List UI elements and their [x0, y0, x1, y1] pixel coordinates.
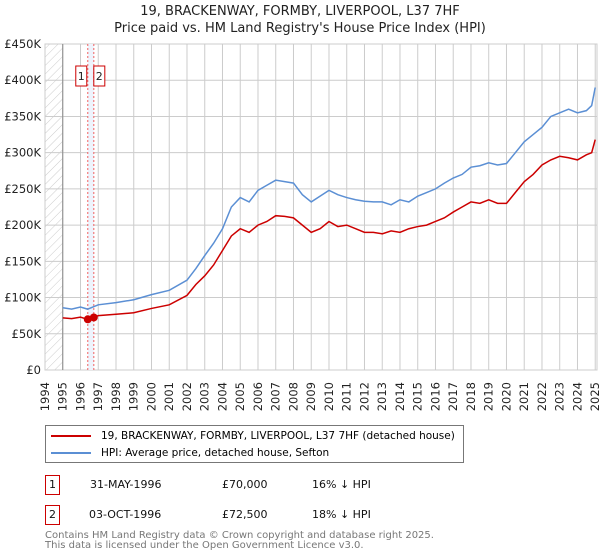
y-tick-label: £100K	[4, 291, 41, 305]
x-tick-label: 2017	[446, 382, 460, 411]
x-tick-label: 2007	[269, 382, 283, 411]
legend: 19, BRACKENWAY, FORMBY, LIVERPOOL, L37 7…	[45, 425, 464, 463]
x-tick-label: 2003	[198, 382, 212, 411]
x-tick-label: 2013	[375, 382, 389, 411]
transaction-date: 03-OCT-1996	[89, 508, 162, 521]
transaction-price: £70,000	[222, 478, 268, 491]
x-tick-label: 2010	[322, 382, 336, 411]
sale-band	[87, 44, 94, 370]
x-tick-label: 2008	[286, 382, 300, 411]
x-tick-label: 2012	[357, 382, 371, 411]
x-tick-label: 1998	[109, 382, 123, 411]
y-tick-label: £250K	[4, 182, 41, 196]
transaction-hpi: 18% ↓ HPI	[312, 508, 371, 521]
y-tick-label: £0	[26, 363, 41, 377]
x-tick-label: 2018	[464, 382, 478, 411]
x-tick-label: 2004	[215, 382, 229, 411]
x-tick-label: 2011	[340, 382, 354, 411]
x-tick-label: 1999	[127, 382, 141, 411]
x-tick-label: 2019	[482, 382, 496, 411]
x-tick-label: 1997	[91, 382, 105, 411]
x-tick-label: 2009	[304, 382, 318, 411]
legend-swatch-red	[51, 435, 91, 437]
legend-label-hpi: HPI: Average price, detached house, Seft…	[101, 447, 330, 459]
x-tick-label: 2006	[251, 382, 265, 411]
x-tick-label: 2002	[180, 382, 194, 411]
sale-marker	[89, 313, 98, 322]
x-tick-label: 2014	[393, 382, 407, 411]
x-tick-label: 2024	[570, 382, 584, 411]
transaction-price: £72,500	[222, 508, 268, 521]
sale-badge-label: 2	[96, 70, 103, 83]
x-tick-label: 2022	[535, 382, 549, 411]
x-tick-label: 1994	[38, 382, 52, 411]
footer-line-2: This data is licensed under the Open Gov…	[45, 540, 364, 551]
x-tick-label: 1996	[73, 382, 87, 411]
transaction-badge: 2	[45, 505, 60, 525]
x-tick-label: 2001	[162, 382, 176, 411]
plot-area: £0 £50K £100K £150K £200K £250K £300K £350K £400…	[4, 37, 600, 411]
x-tick-label: 2023	[553, 382, 567, 411]
x-tick-label: 2005	[233, 382, 247, 411]
property-line	[62, 139, 596, 321]
chart-subtitle: Price paid vs. HM Land Registry's House …	[114, 21, 486, 36]
x-tick-label: 2015	[411, 382, 425, 411]
chart-title: 19, BRACKENWAY, FORMBY, LIVERPOOL, L37 7…	[140, 4, 460, 19]
y-tick-label: £300K	[4, 146, 41, 160]
transaction-hpi: 16% ↓ HPI	[312, 478, 371, 491]
plot-frame	[44, 43, 598, 371]
hpi-line	[62, 87, 596, 310]
sale-badge-label: 1	[78, 70, 85, 83]
transaction-badge: 1	[45, 475, 60, 495]
sale-badge	[75, 65, 88, 87]
footer-line-1: Contains HM Land Registry data © Crown c…	[45, 530, 434, 541]
legend-label-property: 19, BRACKENWAY, FORMBY, LIVERPOOL, L37 7…	[101, 430, 455, 442]
pre-data-hatch	[45, 44, 63, 370]
y-tick-label: £200K	[4, 218, 41, 232]
y-tick-label: £350K	[4, 109, 41, 123]
y-tick-label: £400K	[4, 73, 41, 87]
x-tick-label: 2020	[499, 382, 513, 411]
legend-swatch-blue	[51, 452, 91, 454]
transaction-date: 31-MAY-1996	[90, 478, 162, 491]
y-tick-label: £150K	[4, 254, 41, 268]
x-tick-label: 1995	[56, 382, 70, 411]
x-tick-label: 2016	[428, 382, 442, 411]
footer: Contains HM Land Registry data © Crown c…	[45, 531, 434, 551]
x-tick-label: 2000	[144, 382, 158, 411]
x-tick-label: 2025	[588, 382, 600, 411]
x-tick-label: 2021	[517, 382, 531, 411]
sale-marker	[83, 315, 92, 324]
y-tick-label: £450K	[4, 37, 41, 51]
sale-badge	[93, 65, 106, 87]
y-tick-label: £50K	[12, 327, 42, 341]
